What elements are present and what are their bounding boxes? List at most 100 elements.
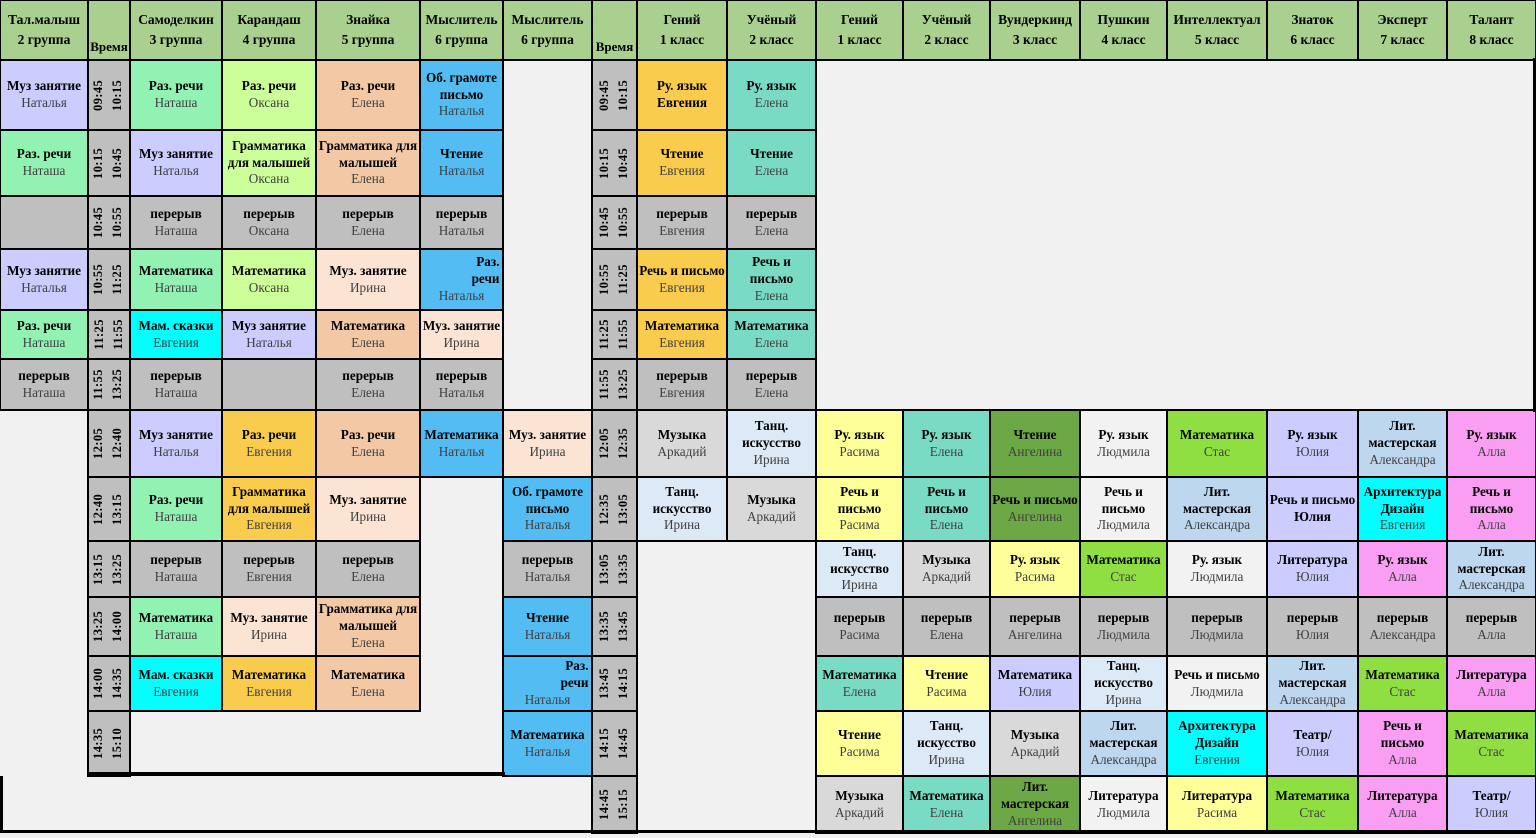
lesson-subject: Раз. речи	[471, 254, 500, 287]
lesson-subject: Лит. мастерская	[1368, 418, 1437, 451]
time-end: 13:15	[110, 493, 125, 525]
break-label: перерыв	[150, 205, 202, 221]
lesson-subject: Чтение	[660, 146, 704, 162]
header-cell: Мыслитель 6 группа	[502, 0, 593, 61]
header-subtitle: 8 класс	[1469, 32, 1514, 47]
lesson-subject: Музыка	[922, 552, 971, 568]
lesson-subject: Речь и письмо	[1269, 492, 1356, 508]
lesson-teacher: Наталья	[153, 163, 199, 178]
time-range-rotated: 11:55 13:25	[595, 369, 634, 400]
lesson-cell: Чтение Наталья	[419, 129, 504, 197]
lesson-teacher: Ирина	[349, 279, 387, 295]
lesson-teacher: Расима	[1196, 804, 1238, 820]
lesson-subject: Речь и письмо	[1101, 483, 1146, 516]
lesson-teacher: Евгения	[1379, 517, 1426, 533]
lesson-teacher: Ангелина	[1007, 443, 1063, 459]
lesson-cell: Раз. речи Наташа	[129, 476, 223, 542]
lesson-teacher: Алла	[1388, 569, 1417, 584]
time-cell: 14:45 15:15	[591, 775, 638, 834]
lesson-subject: Ру. язык	[656, 78, 708, 94]
header-cell: Гений 1 класс	[815, 0, 904, 61]
lesson-teacher: Аркадий	[1010, 743, 1060, 759]
lesson-subject: Муз. занятие	[329, 262, 407, 278]
lesson-teacher: Расима	[839, 443, 880, 459]
time-start: 12:35	[597, 493, 612, 525]
time-end: 12:40	[110, 427, 125, 460]
lesson-teacher: Ирина	[663, 517, 701, 533]
break-cell: перерыв Елена	[726, 358, 817, 411]
lesson-subject: Чтение	[525, 609, 570, 625]
header-title: Время	[595, 38, 634, 54]
break-cell: перерыв Елена	[726, 195, 817, 250]
lesson-cell: Математика Евгения	[636, 309, 728, 360]
lesson-cell: Математика Елена	[815, 655, 904, 712]
lesson-subject: Ру. язык	[1098, 426, 1149, 442]
header-title: Самоделкин	[138, 11, 214, 27]
lesson-cell: Об. грамоте письмо Наталья	[419, 59, 504, 131]
break-label: перерыв	[745, 367, 798, 383]
break-cell: перерыв Евгения	[636, 358, 728, 411]
lesson-subject: Раз. речи	[241, 426, 297, 442]
lesson-subject: Речь и письмо	[837, 483, 882, 516]
time-cell: 14:00 14:35	[87, 655, 131, 712]
lesson-teacher: Елена	[351, 95, 385, 110]
lesson-subject: Математика	[734, 317, 809, 333]
break-label: перерыв	[243, 552, 295, 568]
lesson-teacher: Евгения	[246, 517, 292, 533]
lesson-cell: Речь и письмо Елена	[902, 476, 991, 542]
lesson-subject: Ру. язык	[921, 426, 972, 442]
header-subtitle: 5 класс	[1194, 32, 1240, 47]
time-start: 10:45	[91, 206, 106, 239]
break-cell: перерыв Наталья	[419, 358, 504, 411]
lesson-teacher: Наталья	[438, 103, 485, 119]
header-subtitle: 6 группа	[435, 32, 488, 47]
time-start: 11:55	[91, 369, 106, 400]
lesson-teacher: Наталья	[246, 334, 292, 350]
time-end: 15:15	[616, 788, 631, 821]
time-range-rotated: 10:15 10:45	[90, 147, 129, 178]
lesson-teacher: Евгения	[659, 384, 705, 400]
lesson-cell: Муз занятие Наталья	[0, 248, 89, 311]
lesson-subject: Речь и письмо	[749, 254, 794, 287]
time-start: 10:55	[91, 263, 106, 296]
lesson-cell: Театр/Юлия	[1266, 710, 1359, 777]
break-cell: перерыв Оксана	[221, 195, 317, 250]
lesson-teacher: Юлия	[1295, 626, 1330, 642]
header-title: Интеллектуал	[1173, 11, 1261, 27]
lesson-teacher: Оксана	[248, 279, 290, 295]
header-title: Гений	[663, 11, 701, 27]
lesson-teacher: Евгения	[659, 334, 705, 350]
lesson-cell: Математика Елена	[315, 655, 421, 712]
lesson-cell: Математика Елена	[315, 309, 421, 360]
lesson-subject: Математика	[138, 262, 214, 278]
lesson-teacher: Наталья	[438, 222, 485, 238]
lesson-subject: Математика	[644, 317, 720, 333]
lesson-teacher: Ангелина	[1007, 812, 1063, 828]
lesson-subject: Литература	[1088, 787, 1159, 803]
time-range-rotated: 10:45 10:55	[90, 207, 129, 238]
time-cell: 12:05 12:35	[591, 409, 638, 478]
time-end: 10:15	[110, 79, 125, 111]
break-cell: перерыв Людмила	[1166, 596, 1268, 657]
lesson-teacher: Расима	[839, 517, 880, 533]
time-start: 10:45	[597, 206, 612, 239]
lesson-subject: Речь и письмо	[924, 483, 969, 516]
lesson-subject: Чтение	[924, 666, 969, 682]
header-cell: Вундеркинд 3 класс	[989, 0, 1081, 61]
lesson-subject: Ру. язык	[1377, 552, 1428, 568]
time-range-rotated: 14:00 14:35	[90, 668, 129, 699]
lesson-subject: Муз занятие	[6, 262, 82, 278]
lesson-subject: Математика	[510, 726, 585, 742]
right-edge-border	[1533, 58, 1536, 412]
lesson-cell: Лит. мастерская Александра	[1079, 710, 1168, 777]
lesson-subject: Ру. язык	[1009, 552, 1061, 568]
lesson-cell: Чтение Елена	[726, 129, 817, 197]
lesson-cell: Раз. речи Оксана	[221, 59, 317, 131]
lesson-teacher: Наталья	[524, 517, 571, 533]
time-cell: 10:45 10:55	[87, 195, 131, 250]
lesson-cell: Раз. речи Елена	[315, 59, 421, 131]
lesson-teacher: Елена	[754, 222, 789, 238]
lesson-cell: Чтение Расима	[902, 655, 991, 712]
time-end: 13:35	[616, 553, 631, 585]
lesson-cell: Математика Стас	[1166, 409, 1268, 478]
